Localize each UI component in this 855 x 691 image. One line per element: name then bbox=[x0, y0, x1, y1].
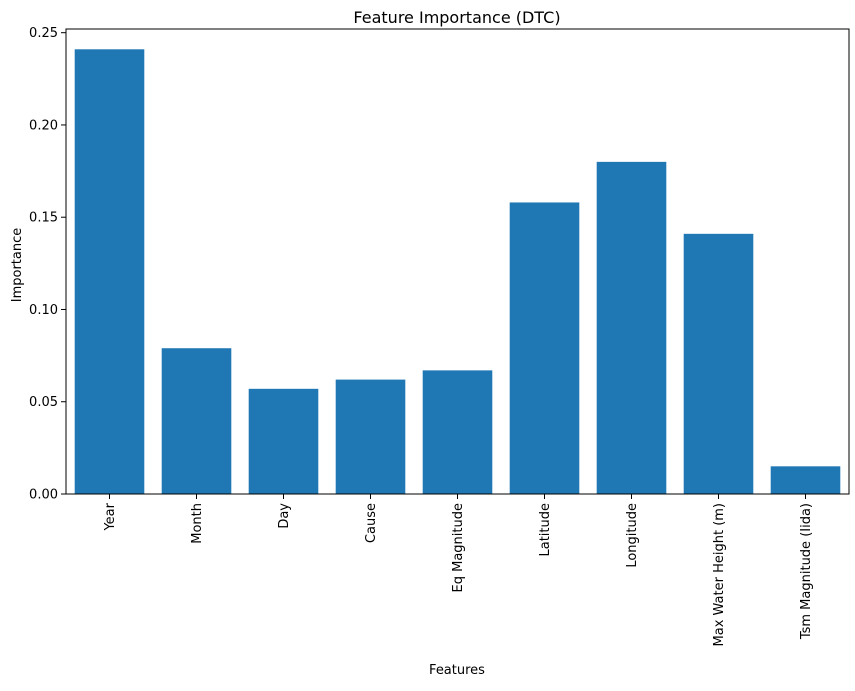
y-tick-label: 0.15 bbox=[29, 211, 58, 226]
x-tick-label: Eq Magnitude bbox=[451, 503, 466, 592]
y-tick-label: 0.05 bbox=[29, 395, 58, 410]
bar-max-water-height-m bbox=[683, 233, 754, 494]
y-tick-label: 0.10 bbox=[29, 303, 58, 318]
y-axis-ticks: 0.00 0.05 0.10 0.15 0.20 0.25 bbox=[29, 26, 66, 503]
y-axis-title: Importance bbox=[10, 228, 25, 303]
x-tick-label: Day bbox=[277, 503, 292, 529]
x-tick-label: Month bbox=[190, 503, 205, 544]
y-tick-label: 0.20 bbox=[29, 118, 58, 133]
chart-title: Feature Importance (DTC) bbox=[353, 8, 560, 27]
x-tick-label: Max Water Height (m) bbox=[712, 503, 727, 646]
x-axis-ticks: Year Month Day Cause Eq Magnitude Latitude Lon… bbox=[103, 494, 814, 646]
x-tick-label: Tsm Magnitude (Iida) bbox=[799, 503, 814, 640]
bar-longitude bbox=[596, 161, 667, 495]
bar-latitude bbox=[509, 202, 580, 494]
bar-tsm-magnitude-iida bbox=[770, 466, 841, 494]
bar-month bbox=[161, 348, 232, 494]
x-axis-title: Features bbox=[429, 663, 485, 678]
bar-cause bbox=[335, 379, 406, 494]
bars-group bbox=[74, 49, 841, 495]
bar-day bbox=[248, 388, 319, 494]
y-tick-label: 0.00 bbox=[29, 488, 58, 503]
y-tick-label: 0.25 bbox=[29, 26, 58, 41]
bar-eq-magnitude bbox=[422, 370, 493, 494]
x-tick-label: Longitude bbox=[625, 503, 640, 568]
bar-year bbox=[74, 49, 145, 495]
plot-frame bbox=[65, 28, 850, 495]
x-tick-label: Latitude bbox=[538, 503, 553, 557]
x-tick-label: Year bbox=[103, 502, 118, 531]
x-tick-label: Cause bbox=[364, 503, 379, 543]
